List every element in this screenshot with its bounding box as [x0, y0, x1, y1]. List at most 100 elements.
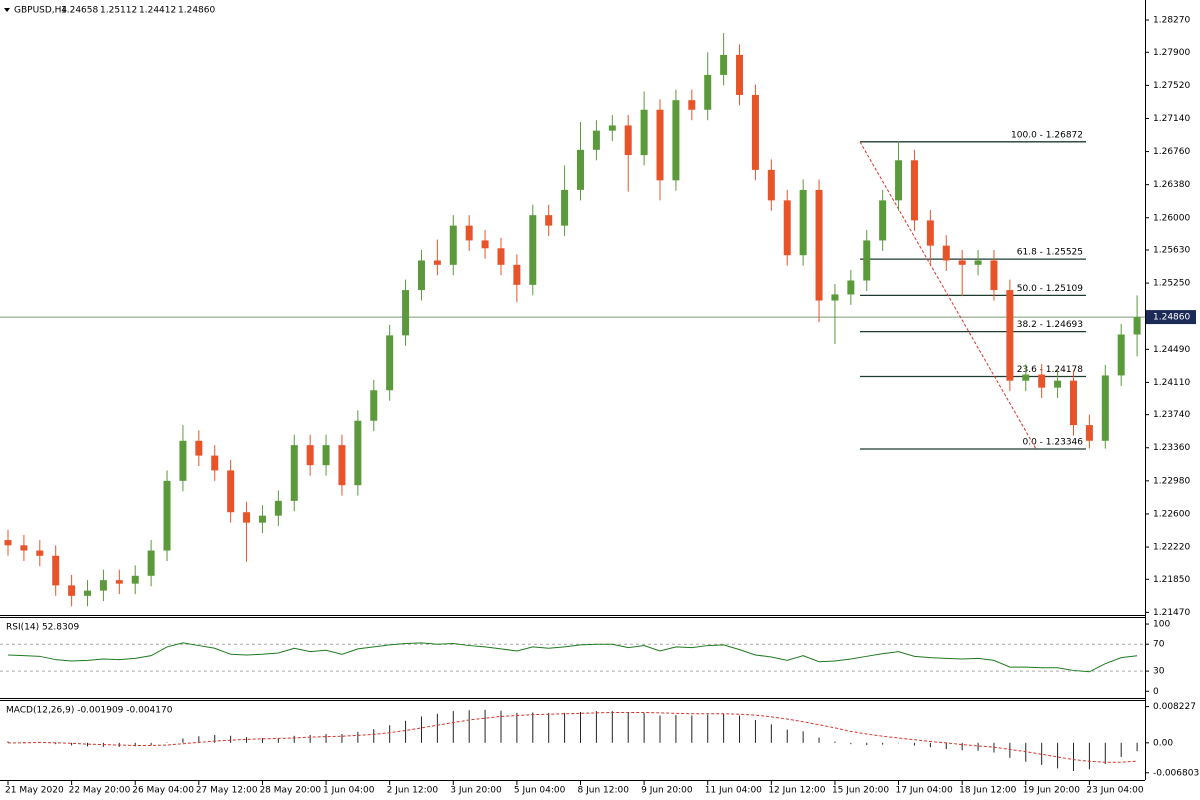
candle-body	[481, 240, 489, 249]
x-tick-label: 27 May 12:00	[196, 786, 258, 796]
candle-body	[592, 130, 600, 150]
collapse-icon	[4, 8, 10, 12]
header-open: 1.24658	[61, 6, 98, 16]
candle-body	[608, 125, 616, 131]
candle-body	[68, 585, 76, 596]
candle-body	[1069, 380, 1077, 426]
current-price-box	[1146, 310, 1196, 325]
x-tick-label: 23 Jun 04:00	[1086, 786, 1143, 796]
candle-body	[847, 280, 855, 295]
candle-body	[4, 540, 12, 546]
candle-body	[799, 189, 807, 256]
candle-body	[688, 100, 696, 110]
candle-body	[1085, 425, 1093, 441]
x-tick-label: 17 Jun 04:00	[896, 786, 953, 796]
current-price-label: 1.24860	[1153, 313, 1190, 323]
y-tick-label: 1.26380	[1153, 180, 1190, 190]
y-tick-label: 1.24110	[1153, 378, 1190, 388]
x-tick-label: 15 Jun 20:00	[832, 786, 889, 796]
fib-trend-line	[859, 141, 1037, 450]
x-tick-label: 19 Jun 20:00	[1023, 786, 1080, 796]
y-tick-label: 0.00	[1153, 738, 1173, 748]
y-tick-label: 1.23740	[1153, 410, 1190, 420]
x-tick-label: 26 May 04:00	[132, 786, 194, 796]
candle-body	[879, 200, 887, 241]
candle-body	[290, 445, 298, 501]
candle-body	[974, 260, 982, 265]
rsi-line	[7, 642, 1138, 673]
y-tick-label: -0.006803	[1153, 768, 1199, 778]
x-tick-label: 22 May 20:00	[69, 786, 131, 796]
candle-body	[402, 290, 410, 336]
x-tick-label: 18 Jun 12:00	[959, 786, 1016, 796]
candle-body	[577, 149, 584, 190]
candle-body	[52, 555, 60, 586]
candle-body	[990, 260, 998, 291]
x-tick-label: 1 Jun 04:00	[323, 786, 375, 796]
candle-body	[783, 200, 791, 256]
candle-body	[211, 455, 219, 471]
x-tick-label: 28 May 20:00	[259, 786, 321, 796]
candle-body	[115, 580, 123, 584]
candle-body	[736, 54, 744, 95]
y-tick-label: 100	[1153, 620, 1170, 630]
fib-label: 38.2 - 1.24693	[1017, 320, 1083, 330]
x-tick-label: 9 Jun 20:00	[641, 786, 693, 796]
y-tick-label: 0.008227	[1153, 702, 1196, 712]
candle-body	[386, 335, 394, 391]
y-tick-label: 1.27520	[1153, 81, 1190, 91]
x-tick-label: 12 Jun 12:00	[768, 786, 825, 796]
symbol-title: GBPUSD,H4	[14, 6, 67, 16]
candle-body	[274, 500, 282, 516]
candle-body	[1022, 374, 1030, 381]
candle-body	[640, 109, 648, 156]
y-tick-label: 1.28270	[1153, 16, 1190, 26]
y-tick-label: 30	[1153, 667, 1165, 677]
candle-body	[497, 248, 505, 265]
y-tick-label: 1.26760	[1153, 147, 1190, 157]
macd-signal	[8, 711, 1138, 763]
y-tick-label: 1.22600	[1153, 509, 1190, 519]
candle-body	[863, 240, 871, 281]
candle-body	[370, 390, 378, 421]
y-tick-label: 0	[1153, 687, 1159, 697]
x-tick-label: 2 Jun 12:00	[387, 786, 439, 796]
candle-body	[36, 550, 44, 556]
candle-body	[545, 215, 553, 226]
candle-body	[704, 74, 712, 110]
fib-label: 61.8 - 1.25525	[1017, 248, 1083, 258]
candle-body	[672, 100, 680, 181]
candle-body	[84, 590, 92, 596]
y-tick-label: 1.22980	[1153, 476, 1190, 486]
candle-body	[895, 160, 903, 201]
y-tick-label: 70	[1153, 640, 1165, 650]
candle-body	[163, 480, 171, 551]
header-close: 1.24860	[178, 6, 215, 16]
candle-body	[179, 440, 187, 481]
candle-body	[529, 215, 537, 285]
candle-body	[449, 225, 457, 265]
candle-body	[306, 445, 314, 466]
y-tick-label: 1.25630	[1153, 246, 1190, 256]
fib-label: 50.0 - 1.25109	[1017, 284, 1083, 294]
candle-body	[942, 245, 950, 261]
candle-body	[1101, 375, 1109, 441]
candle-body	[958, 260, 966, 265]
candle-body	[720, 54, 728, 75]
candle-body	[561, 189, 569, 226]
candle-body	[433, 260, 441, 265]
y-tick-label: 1.21850	[1153, 575, 1190, 585]
candle-body	[513, 264, 521, 285]
candle-body	[354, 420, 362, 486]
candle-body	[1006, 290, 1014, 381]
header-high: 1.25112	[100, 6, 137, 16]
candle-body	[1054, 380, 1062, 388]
macd-title: MACD(12,26,9) -0.001909 -0.004170	[6, 706, 173, 716]
header-low: 1.24412	[139, 6, 176, 16]
candle-body	[20, 545, 28, 551]
candle-body	[1117, 334, 1125, 376]
candle-body	[926, 220, 934, 246]
candle-body	[258, 515, 266, 523]
